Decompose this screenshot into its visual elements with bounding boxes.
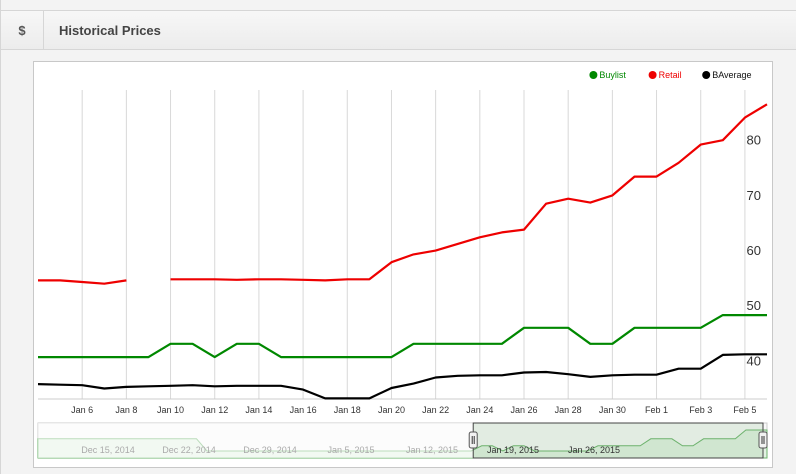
legend-label: Retail xyxy=(659,70,682,80)
x-tick-label: Jan 26 xyxy=(510,405,537,415)
legend[interactable]: Buylist Retail BAverage xyxy=(589,70,752,80)
legend-item-baverage[interactable]: BAverage xyxy=(702,70,752,80)
y-tick-label: 60 xyxy=(747,243,761,258)
price-chart-svg: Jan 6 Jan 8 Jan 10 Jan 12 Jan 14 Jan 16 Jan 18… xyxy=(37,70,768,459)
legend-marker-icon xyxy=(648,71,657,79)
x-tick-label: Jan 20 xyxy=(378,405,405,415)
series-line-buylist[interactable] xyxy=(38,314,767,359)
x-tick-label: Feb 1 xyxy=(645,405,668,415)
legend-label: BAverage xyxy=(712,70,751,80)
y-tick-label: 40 xyxy=(747,353,761,368)
navigator-selection[interactable] xyxy=(472,422,764,459)
y-tick-label: 80 xyxy=(747,133,761,148)
legend-item-retail[interactable]: Retail xyxy=(648,70,682,80)
navigator-date-label: Jan 5, 2015 xyxy=(327,445,374,455)
x-tick-label: Feb 5 xyxy=(733,405,756,415)
y-axis: 40 50 60 70 80 xyxy=(747,133,761,369)
legend-item-buylist[interactable]: Buylist xyxy=(589,70,626,80)
x-tick-label: Jan 12 xyxy=(201,405,228,415)
x-tick-label: Jan 24 xyxy=(466,405,493,415)
handle-body[interactable] xyxy=(468,431,478,449)
y-tick-label: 50 xyxy=(747,298,761,313)
legend-label: Buylist xyxy=(599,70,626,80)
x-tick-label: Jan 28 xyxy=(555,405,582,415)
x-tick-label: Jan 16 xyxy=(290,405,317,415)
panel-title: Historical Prices xyxy=(59,23,161,38)
x-tick-label: Jan 10 xyxy=(157,405,184,415)
series-line-retail[interactable] xyxy=(38,103,768,285)
x-tick-label: Jan 18 xyxy=(334,405,361,415)
y-tick-label: 70 xyxy=(747,188,761,203)
x-axis: Jan 6 Jan 8 Jan 10 Jan 12 Jan 14 Jan 16 Jan 18… xyxy=(38,398,767,415)
x-tick-label: Jan 14 xyxy=(245,405,272,415)
navigator-date-label: Dec 15, 2014 xyxy=(81,445,135,455)
navigator-date-label: Dec 29, 2014 xyxy=(243,445,297,455)
handle-body[interactable] xyxy=(758,431,768,449)
navigator-handle-right[interactable] xyxy=(758,431,768,449)
navigator-date-label: Jan 12, 2015 xyxy=(406,445,458,455)
dollar-icon: $ xyxy=(1,11,44,50)
x-tick-label: Jan 8 xyxy=(115,405,137,415)
legend-marker-icon xyxy=(589,71,598,79)
series-line-baverage[interactable] xyxy=(37,353,767,400)
range-navigator[interactable]: Dec 15, 2014 Dec 22, 2014 Dec 29, 2014 Jan … xyxy=(37,422,768,459)
price-chart: Jan 6 Jan 8 Jan 10 Jan 12 Jan 14 Jan 16 Jan 18… xyxy=(33,61,773,468)
x-tick-label: Jan 6 xyxy=(71,405,93,415)
navigator-handle-left[interactable] xyxy=(468,431,478,449)
navigator-date-label: Jan 26, 2015 xyxy=(568,445,620,455)
x-tick-label: Feb 3 xyxy=(689,405,712,415)
series-lines[interactable] xyxy=(37,103,768,400)
navigator-date-label: Jan 19, 2015 xyxy=(487,445,539,455)
panel-header: $ Historical Prices xyxy=(1,10,796,50)
navigator-unselected-mask xyxy=(38,423,474,458)
x-tick-label: Jan 22 xyxy=(422,405,449,415)
navigator-date-label: Dec 22, 2014 xyxy=(162,445,216,455)
legend-marker-icon xyxy=(702,71,711,79)
grid xyxy=(81,90,746,399)
x-tick-label: Jan 30 xyxy=(599,405,626,415)
